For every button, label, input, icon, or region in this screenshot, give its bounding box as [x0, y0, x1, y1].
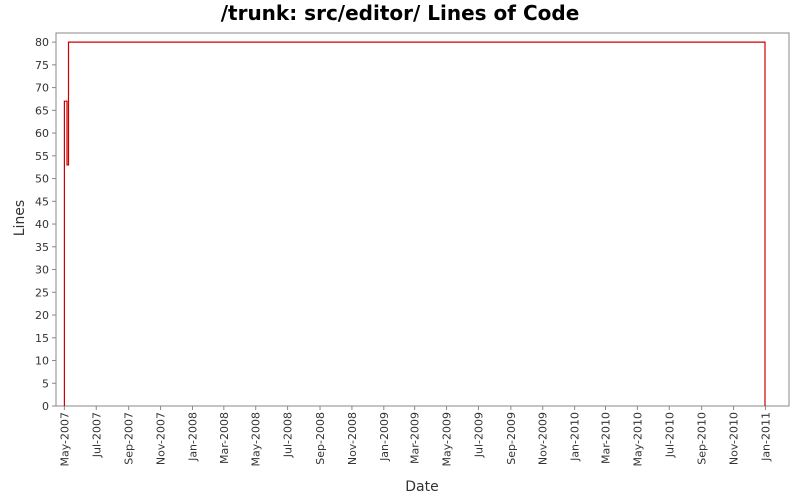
x-tick-label: May-2009	[441, 412, 454, 467]
x-tick-label: May-2008	[250, 412, 263, 467]
x-tick-label: Jan-2009	[378, 412, 391, 462]
x-tick-label: Nov-2010	[728, 412, 741, 465]
plot-frame	[55, 32, 790, 407]
x-tick-label: Sep-2009	[505, 412, 518, 465]
x-tick-label: Nov-2007	[155, 412, 168, 465]
x-tick-label: Sep-2008	[314, 412, 327, 465]
x-tick-label: Nov-2008	[346, 412, 359, 465]
y-tick-label: 60	[35, 127, 49, 140]
x-tick-label: May-2007	[58, 412, 71, 467]
x-tick-label: Sep-2010	[696, 412, 709, 465]
y-tick-label: 5	[42, 377, 49, 390]
y-tick-label: 55	[35, 150, 49, 163]
x-tick-label: Jul-2010	[663, 412, 676, 458]
y-axis: 0 5 10 15 20 25 30 35 40 45 50 55 60 65 70 75 80	[35, 36, 56, 413]
plot-area	[55, 32, 790, 407]
y-tick-label: 25	[35, 286, 49, 299]
y-axis-label: Lines	[12, 200, 28, 236]
y-tick-label: 65	[35, 104, 49, 117]
y-tick-label: 50	[35, 173, 49, 186]
x-axis: May-2007 Jul-2007 Sep-2007 Nov-2007 Jan-2008…	[58, 406, 772, 467]
y-tick-label: 0	[42, 400, 49, 413]
chart-title: /trunk: src/editor/ Lines of Code	[221, 1, 580, 25]
y-tick-label: 20	[35, 309, 49, 322]
y-tick-label: 15	[35, 332, 49, 345]
series-line-0	[63, 41, 766, 406]
x-tick-label: Mar-2010	[599, 412, 612, 464]
y-tick-label: 70	[35, 82, 49, 95]
y-tick-label: 30	[35, 264, 49, 277]
x-tick-label: Sep-2007	[123, 412, 136, 465]
x-tick-label: Jan-2010	[569, 412, 582, 462]
x-tick-label: Jul-2008	[282, 412, 295, 458]
y-tick-label: 80	[35, 36, 49, 49]
y-tick-label: 75	[35, 59, 49, 72]
y-tick-label: 45	[35, 195, 49, 208]
x-tick-label: May-2010	[631, 412, 644, 467]
x-axis-label: Date	[405, 479, 438, 495]
x-tick-label: Jan-2008	[186, 412, 199, 462]
y-tick-label: 35	[35, 241, 49, 254]
x-tick-label: Nov-2009	[537, 412, 550, 465]
x-tick-label: Mar-2009	[409, 412, 422, 464]
x-tick-label: Jul-2009	[472, 412, 485, 458]
x-tick-label: Mar-2008	[218, 412, 231, 464]
y-tick-label: 40	[35, 218, 49, 231]
y-tick-label: 10	[35, 355, 49, 368]
x-tick-label: Jan-2011	[759, 412, 772, 462]
x-tick-label: Jul-2007	[90, 412, 103, 458]
